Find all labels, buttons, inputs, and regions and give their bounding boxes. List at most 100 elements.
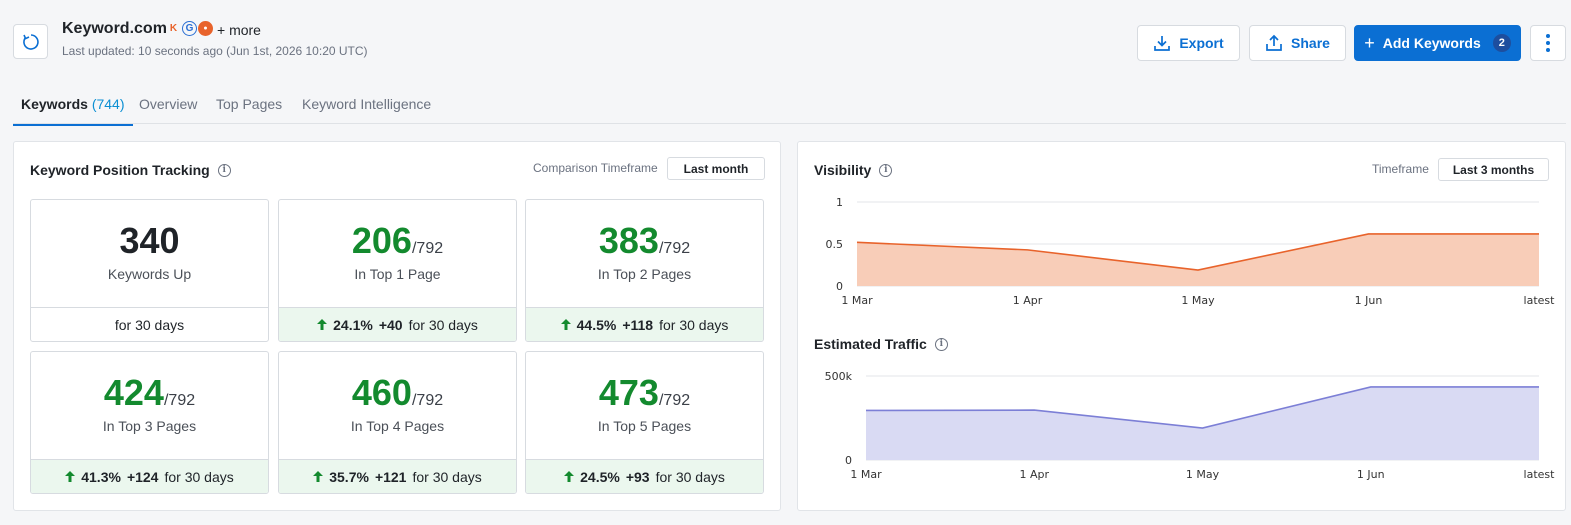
x-tick-label: latest bbox=[1524, 468, 1556, 481]
export-label: Export bbox=[1179, 35, 1224, 51]
y-tick-label: 0.5 bbox=[826, 238, 844, 251]
refresh-button[interactable] bbox=[13, 24, 48, 59]
tab-top-pages[interactable]: Top Pages bbox=[216, 96, 283, 112]
series-area bbox=[857, 233, 1539, 286]
stat-change-delta: +118 bbox=[622, 316, 654, 333]
stat-tile[interactable]: 473/792 In Top 5 Pages 24.5% +93 for 30 days bbox=[525, 351, 764, 494]
download-icon bbox=[1154, 36, 1171, 51]
stat-change-pct: 24.5% bbox=[580, 468, 620, 485]
add-keywords-label: Add Keywords bbox=[1382, 35, 1481, 51]
k-favicon-icon: K bbox=[169, 23, 178, 34]
stat-label: In Top 3 Pages bbox=[102, 418, 197, 434]
x-tick-label: 1 Mar bbox=[850, 468, 882, 481]
stat-footer: 35.7% +121 for 30 days bbox=[279, 459, 516, 493]
favicon-group: K G ● bbox=[166, 21, 213, 36]
charts-card: Visibility i Timeframe Last 3 months 0 0.… bbox=[797, 141, 1566, 511]
stat-period: for 30 days bbox=[114, 316, 185, 333]
stat-period: for 30 days bbox=[408, 316, 478, 333]
arrow-up-icon bbox=[65, 471, 76, 482]
stat-denominator: /792 bbox=[658, 392, 691, 409]
arrow-up-icon bbox=[313, 471, 324, 482]
x-tick-label: 1 Jun bbox=[1357, 468, 1385, 481]
stat-label: In Top 2 Pages bbox=[597, 266, 692, 282]
badge-favicon-icon: ● bbox=[198, 21, 213, 36]
stat-change-delta: +40 bbox=[378, 316, 403, 333]
position-tracking-card: Keyword Position Tracking i Comparison T… bbox=[13, 141, 781, 511]
info-icon[interactable]: i bbox=[934, 337, 948, 351]
y-tick-label: 0 bbox=[845, 454, 852, 467]
stat-value-wrap: 424/792 bbox=[31, 372, 268, 414]
comparison-timeframe-select[interactable]: Last month bbox=[667, 157, 765, 180]
stat-value: 424 bbox=[103, 372, 164, 413]
stat-change-delta: +124 bbox=[126, 468, 159, 485]
kebab-menu-icon bbox=[1546, 34, 1550, 52]
last-updated-text: Last updated: 10 seconds ago (Jun 1st, 2… bbox=[62, 44, 368, 58]
export-button[interactable]: Export bbox=[1137, 25, 1240, 61]
stat-value-wrap: 473/792 bbox=[526, 372, 763, 414]
stat-change-pct: 35.7% bbox=[329, 468, 369, 485]
series-area bbox=[866, 386, 1539, 460]
visibility-title: Visibility i bbox=[814, 162, 893, 178]
share-icon bbox=[1266, 34, 1282, 51]
stat-value-wrap: 460/792 bbox=[279, 372, 516, 414]
stat-tile[interactable]: 340 Keywords Up for 30 days bbox=[30, 199, 269, 342]
stat-change-delta: +121 bbox=[374, 468, 407, 485]
x-tick-label: 1 Apr bbox=[1019, 468, 1049, 481]
stat-label: In Top 4 Pages bbox=[350, 418, 445, 434]
x-tick-label: 1 Jun bbox=[1355, 294, 1383, 307]
arrow-up-icon bbox=[564, 471, 575, 482]
stat-value: 473 bbox=[598, 372, 659, 413]
stat-tile[interactable]: 460/792 In Top 4 Pages 35.7% +121 for 30 day… bbox=[278, 351, 517, 494]
site-title: Keyword.com bbox=[62, 20, 167, 37]
stat-footer: 44.5% +118 for 30 days bbox=[526, 307, 763, 341]
stat-tile[interactable]: 424/792 In Top 3 Pages 41.3% +124 for 30 day… bbox=[30, 351, 269, 494]
y-tick-label: 1 bbox=[836, 196, 843, 209]
info-icon[interactable]: i bbox=[879, 163, 893, 177]
tab-keywords[interactable]: Keywords (744) bbox=[13, 96, 133, 126]
stat-period: for 30 days bbox=[412, 468, 482, 485]
stat-value: 206 bbox=[351, 220, 412, 261]
x-tick-label: 1 May bbox=[1186, 468, 1220, 481]
g-favicon-icon: G bbox=[182, 21, 197, 36]
visibility-timeframe-select[interactable]: Last 3 months bbox=[1438, 158, 1549, 181]
add-keywords-button[interactable]: + Add Keywords 2 bbox=[1354, 25, 1521, 61]
stat-value-wrap: 206/792 bbox=[279, 220, 516, 262]
stat-value: 460 bbox=[351, 372, 412, 413]
info-icon[interactable]: i bbox=[217, 163, 231, 177]
arrow-up-icon bbox=[317, 319, 328, 330]
x-tick-label: 1 Apr bbox=[1013, 294, 1043, 307]
refresh-icon bbox=[22, 33, 39, 50]
arrow-up-icon bbox=[560, 319, 571, 330]
stat-denominator: /792 bbox=[658, 240, 691, 257]
position-tracking-title-text: Keyword Position Tracking bbox=[30, 162, 210, 178]
traffic-chart: 0 500k 1 Mar 1 Apr 1 May 1 Jun latest bbox=[825, 370, 1556, 481]
x-tick-label: 1 Mar bbox=[841, 294, 873, 307]
stat-value: 383 bbox=[598, 220, 659, 261]
more-link[interactable]: + more bbox=[217, 22, 261, 38]
stat-footer: 24.1% +40 for 30 days bbox=[279, 307, 516, 341]
stat-period: for 30 days bbox=[659, 316, 729, 333]
stat-change-delta: +93 bbox=[625, 468, 650, 485]
stat-value-wrap: 340 bbox=[31, 220, 268, 262]
series-line bbox=[856, 233, 1539, 271]
stat-denominator: /792 bbox=[411, 240, 444, 257]
plus-icon: + bbox=[1364, 33, 1375, 53]
stat-period: for 30 days bbox=[655, 468, 725, 485]
stat-value-wrap: 383/792 bbox=[526, 220, 763, 262]
tab-overview[interactable]: Overview bbox=[139, 96, 198, 112]
stat-footer: for 30 days bbox=[31, 307, 268, 341]
stat-tile[interactable]: 383/792 In Top 2 Pages 44.5% +118 for 30 day… bbox=[525, 199, 764, 342]
tab-keyword-intelligence[interactable]: Keyword Intelligence bbox=[302, 96, 432, 112]
visibility-title-text: Visibility bbox=[814, 162, 872, 178]
share-button[interactable]: Share bbox=[1249, 25, 1346, 61]
share-label: Share bbox=[1291, 35, 1330, 51]
more-options-button[interactable] bbox=[1530, 25, 1566, 61]
stat-value: 340 bbox=[119, 220, 180, 261]
stat-label: Keywords Up bbox=[107, 266, 192, 282]
tab-keywords-label: Keywords bbox=[21, 96, 88, 112]
position-tracking-title: Keyword Position Tracking i bbox=[30, 162, 231, 178]
stat-footer: 41.3% +124 for 30 days bbox=[31, 459, 268, 493]
stat-period: for 30 days bbox=[164, 468, 234, 485]
stat-tile[interactable]: 206/792 In Top 1 Page 24.1% +40 for 30 days bbox=[278, 199, 517, 342]
stat-denominator: /792 bbox=[163, 392, 196, 409]
